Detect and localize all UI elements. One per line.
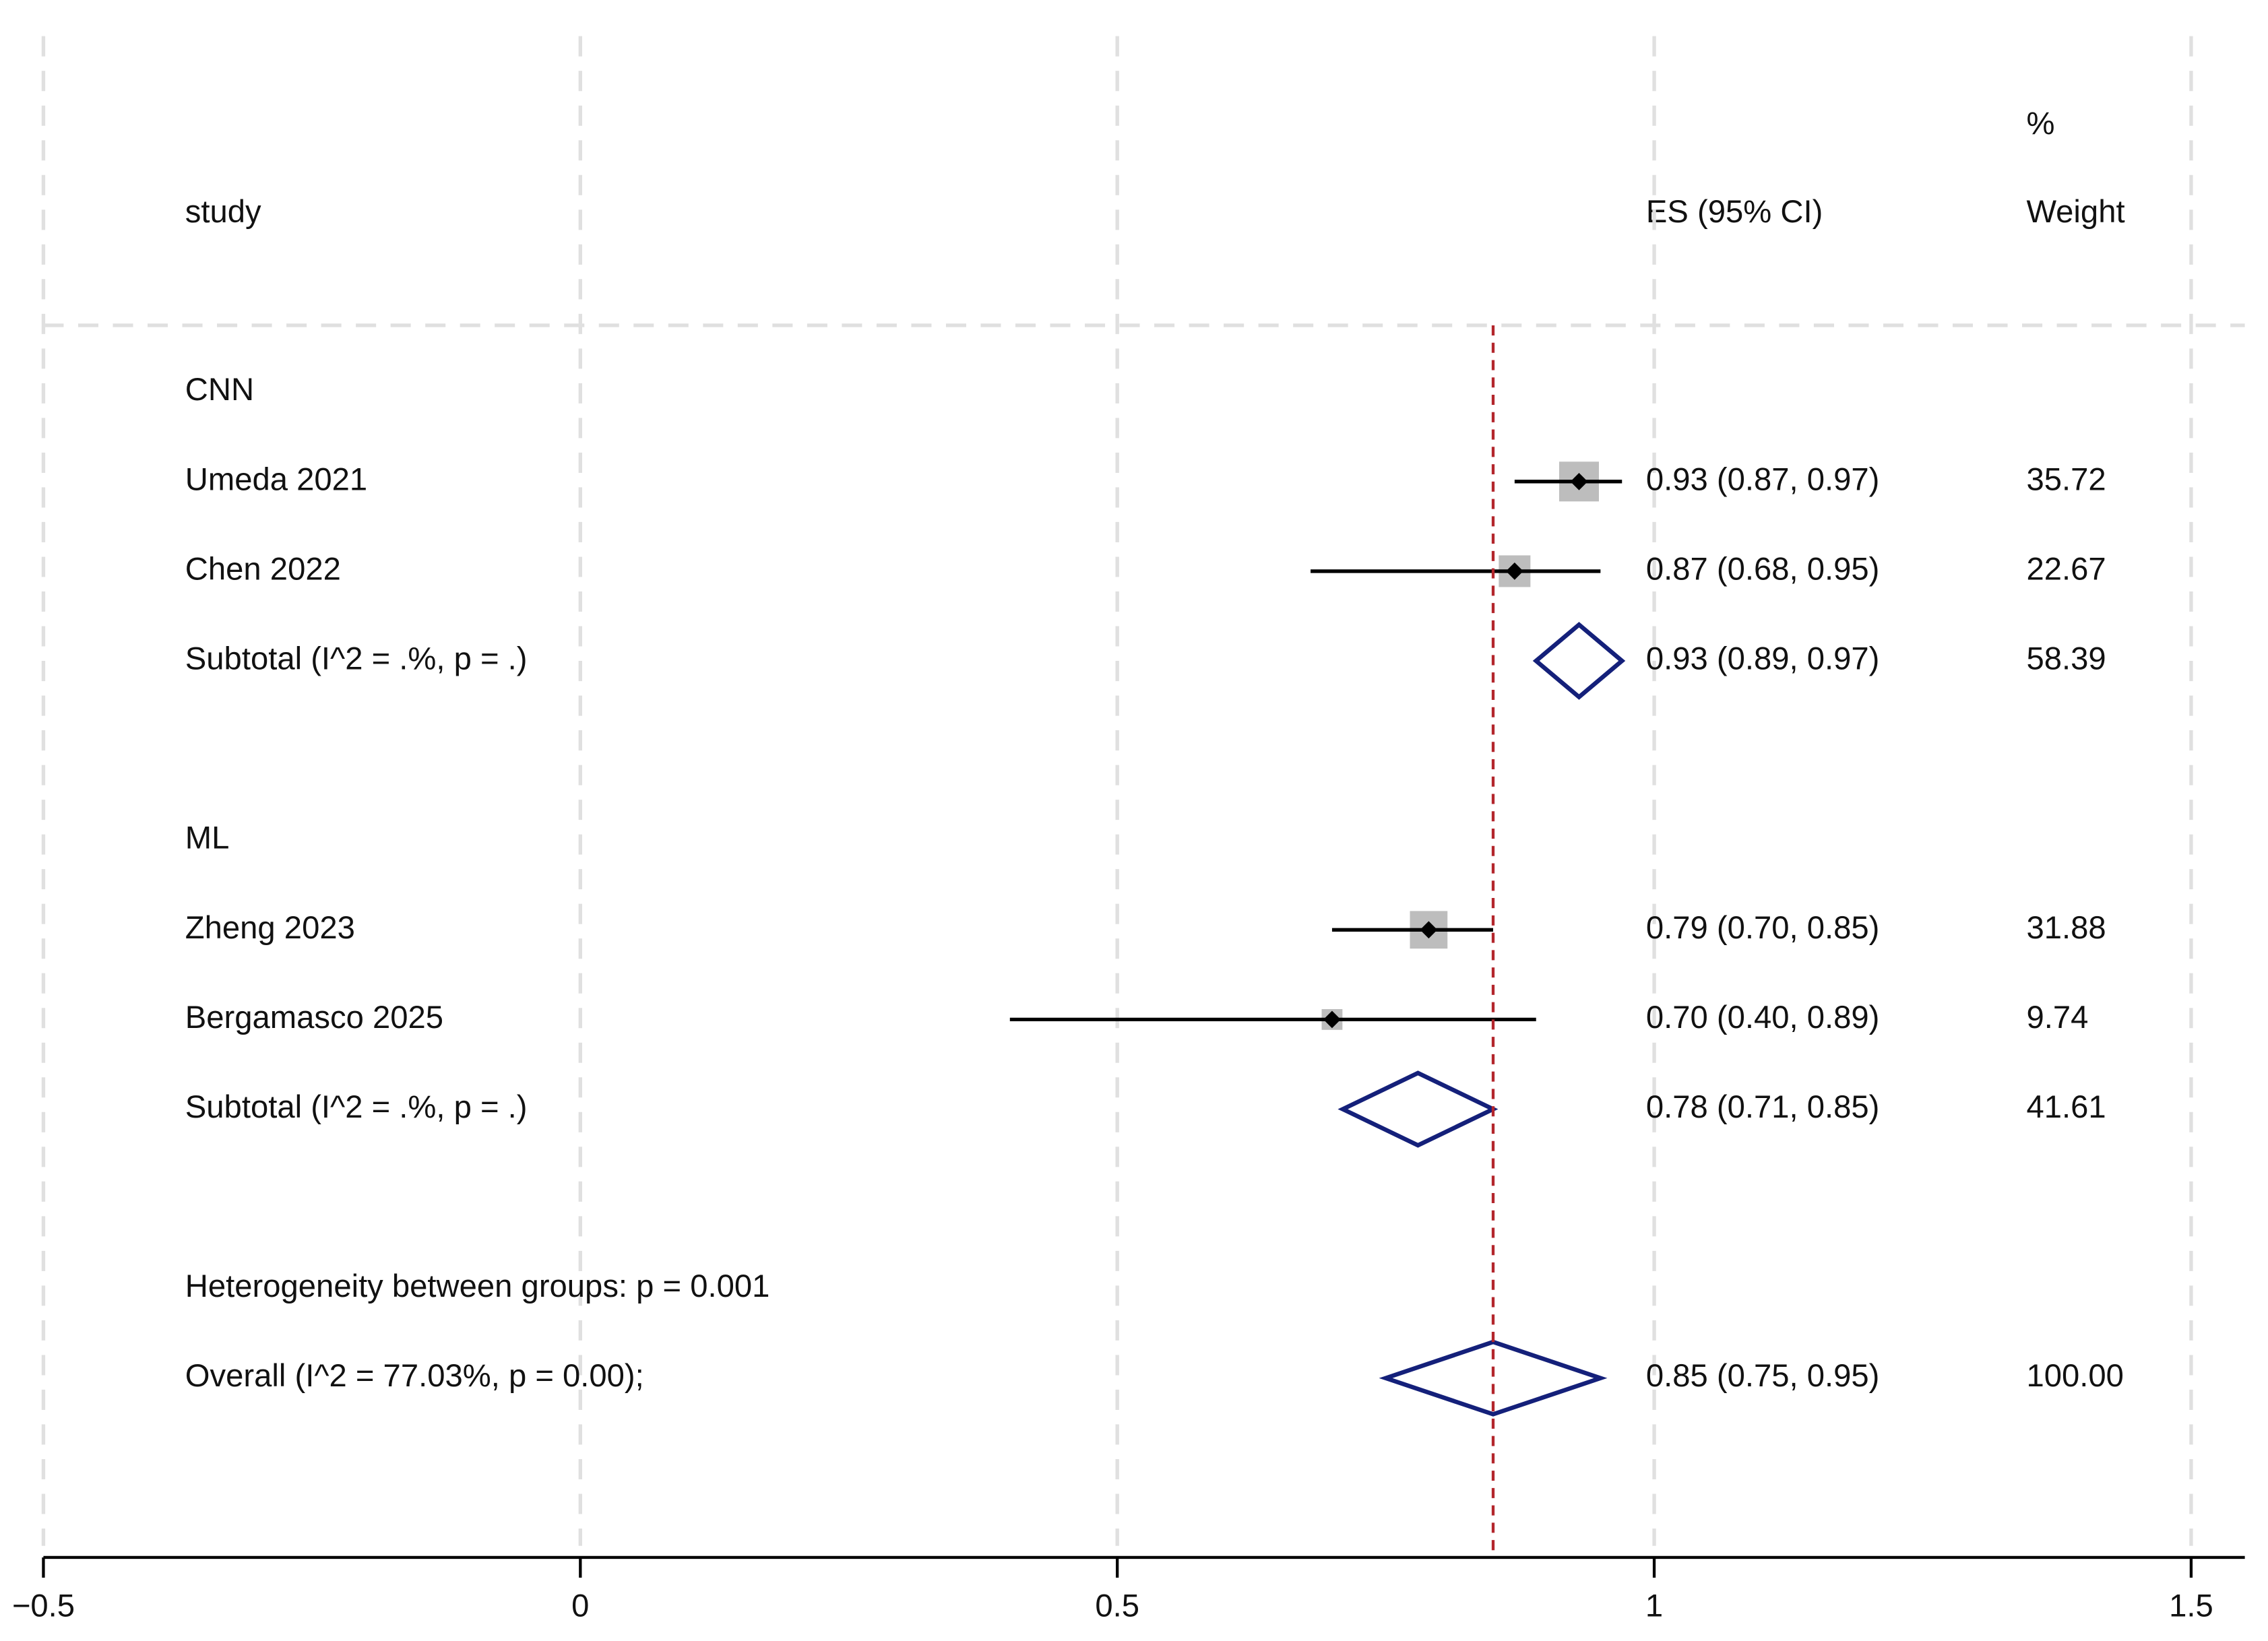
weight-label: 58.39 bbox=[2026, 641, 2106, 676]
note-label: Heterogeneity between groups: p = 0.001 bbox=[185, 1268, 770, 1304]
header-study: study bbox=[185, 194, 261, 230]
weight-label: 22.67 bbox=[2026, 551, 2106, 587]
x-tick-label: −0.5 bbox=[12, 1588, 75, 1624]
group-label: CNN bbox=[185, 372, 254, 408]
group-label: ML bbox=[185, 820, 230, 856]
point-estimate bbox=[1570, 472, 1588, 490]
weight-label: 31.88 bbox=[2026, 910, 2106, 946]
x-tick-label: 0.5 bbox=[1095, 1588, 1139, 1624]
row-name: Chen 2022 bbox=[185, 551, 341, 587]
row-name: Bergamasco 2025 bbox=[185, 1000, 443, 1035]
header-weight: Weight bbox=[2026, 194, 2124, 230]
es-label: 0.87 (0.68, 0.95) bbox=[1646, 551, 1880, 587]
header-es: ES (95% CI) bbox=[1646, 194, 1823, 230]
es-label: 0.93 (0.87, 0.97) bbox=[1646, 461, 1880, 497]
es-label: 0.70 (0.40, 0.89) bbox=[1646, 1000, 1880, 1035]
x-tick-label: 1.5 bbox=[2169, 1588, 2213, 1624]
row-name: Overall (I^2 = 77.03%, p = 0.00); bbox=[185, 1358, 644, 1394]
weight-label: 9.74 bbox=[2026, 1000, 2088, 1035]
weight-label: 41.61 bbox=[2026, 1089, 2106, 1125]
weight-label: 35.72 bbox=[2026, 461, 2106, 497]
subtotal-diamond bbox=[1532, 622, 1626, 700]
es-label: 0.85 (0.75, 0.95) bbox=[1646, 1358, 1880, 1394]
header-weight-top: % bbox=[2026, 106, 2054, 141]
point-estimate bbox=[1323, 1010, 1341, 1029]
weight-label: 100.00 bbox=[2026, 1358, 2123, 1394]
es-label: 0.93 (0.89, 0.97) bbox=[1646, 641, 1880, 676]
row-name: Umeda 2021 bbox=[185, 461, 367, 497]
point-estimate bbox=[1505, 562, 1523, 580]
row-name: Zheng 2023 bbox=[185, 910, 355, 946]
x-tick-label: 1 bbox=[1645, 1588, 1663, 1624]
x-tick-label: 0 bbox=[571, 1588, 589, 1624]
overall-diamond bbox=[1379, 1339, 1608, 1417]
row-name: Subtotal (I^2 = .%, p = .) bbox=[185, 1089, 528, 1125]
row-name: Subtotal (I^2 = .%, p = .) bbox=[185, 641, 528, 676]
es-label: 0.79 (0.70, 0.85) bbox=[1646, 910, 1880, 946]
subtotal-diamond bbox=[1337, 1070, 1499, 1148]
point-estimate bbox=[1420, 921, 1438, 939]
es-label: 0.78 (0.71, 0.85) bbox=[1646, 1089, 1880, 1125]
